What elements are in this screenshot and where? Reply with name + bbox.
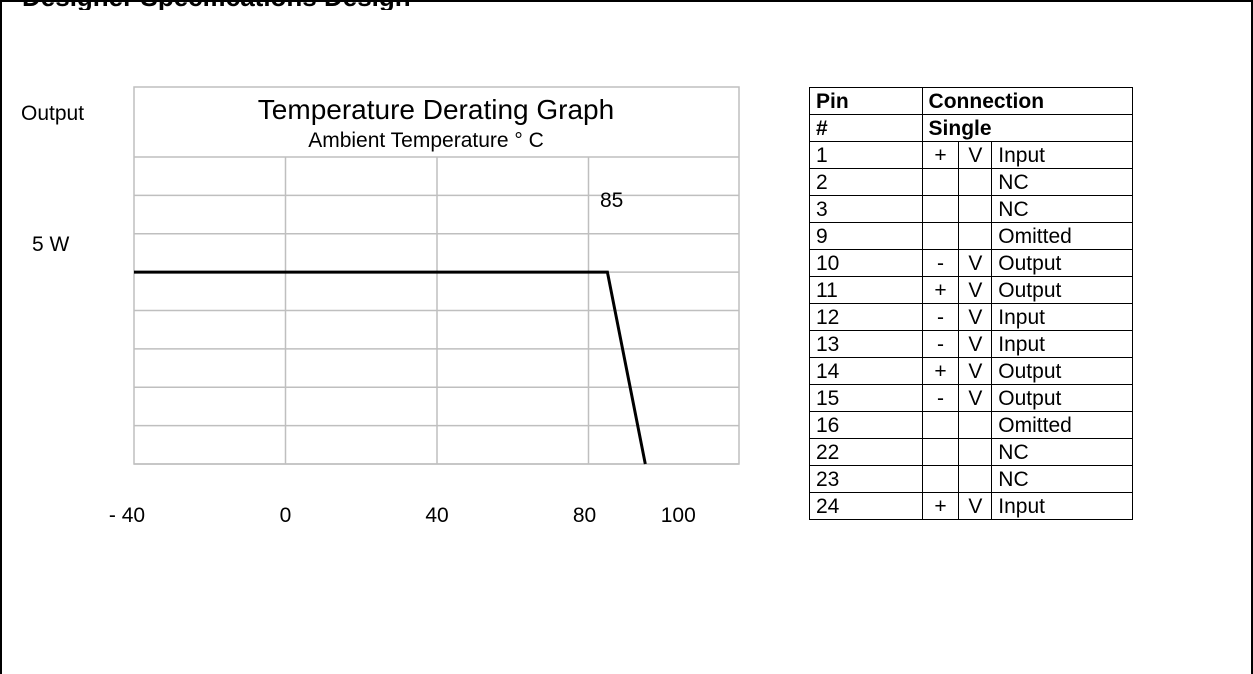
derating-chart: Temperature Derating Graph Ambient Tempe… xyxy=(21,86,740,527)
x-tick-label: 100 xyxy=(661,504,696,527)
voltage-cell xyxy=(958,222,993,250)
sign-cell: + xyxy=(921,492,960,520)
function-cell: NC xyxy=(991,168,1133,196)
function-cell: Output xyxy=(991,357,1133,385)
pin-cell: 11 xyxy=(809,276,923,304)
pin-cell: 2 xyxy=(809,168,923,196)
function-cell: Input xyxy=(991,492,1133,520)
voltage-cell: V xyxy=(958,276,993,304)
pin-cell: 23 xyxy=(809,465,923,493)
pin-cell: 1 xyxy=(809,141,923,169)
chart-subtitle: Ambient Temperature ° C xyxy=(308,129,544,152)
x-tick-label: 80 xyxy=(573,504,596,527)
table-row: 16 Omitted xyxy=(809,411,1133,439)
table-row: 11 + V Output xyxy=(809,276,1133,304)
pin-cell: 14 xyxy=(809,357,923,385)
function-cell: Input xyxy=(991,141,1133,169)
voltage-cell: V xyxy=(958,492,993,520)
pin-cell: 10 xyxy=(809,249,923,277)
sign-cell xyxy=(921,411,960,439)
cut-off-heading-text: Designer Specifications Design xyxy=(22,0,411,10)
table-row: 2 NC xyxy=(809,168,1133,196)
pin-cell: 15 xyxy=(809,384,923,412)
y-tick-label: 5 W xyxy=(32,233,70,256)
voltage-cell: V xyxy=(958,303,993,331)
voltage-cell xyxy=(958,411,993,439)
derating-line xyxy=(134,270,647,465)
chart-title: Temperature Derating Graph xyxy=(258,94,614,125)
sign-cell: + xyxy=(921,357,960,385)
table-row: 22 NC xyxy=(809,438,1133,466)
table-row: 14 + V Output xyxy=(809,357,1133,385)
pin-cell: 22 xyxy=(809,438,923,466)
function-cell: Output xyxy=(991,249,1133,277)
function-cell: Omitted xyxy=(991,411,1133,439)
cut-off-heading: Designer Specifications Design xyxy=(0,0,1253,10)
pin-cell: 13 xyxy=(809,330,923,358)
sign-cell xyxy=(921,168,960,196)
sign-cell: - xyxy=(921,330,960,358)
frame-top-border xyxy=(0,0,1253,2)
table-row: 15- V Output xyxy=(809,384,1133,412)
function-cell: Output xyxy=(991,384,1133,412)
table-subheader-row: # Single xyxy=(809,114,1134,142)
sign-cell: + xyxy=(921,141,960,169)
pin-cell: 3 xyxy=(809,195,923,223)
x-tick-labels: - 40 0 40 80 100 xyxy=(109,504,696,527)
x-tick-label: 0 xyxy=(280,504,292,527)
pin-cell: 16 xyxy=(809,411,923,439)
header-single: Single xyxy=(921,114,1134,142)
voltage-cell: V xyxy=(958,141,993,169)
voltage-cell: V xyxy=(958,330,993,358)
table-row: 24 + V Input xyxy=(809,492,1133,520)
sign-cell: - xyxy=(921,303,960,331)
table-header-row: Pin Connection xyxy=(809,87,1134,115)
table-row: 12- V Input xyxy=(809,303,1133,331)
pin-connection-table: Pin Connection # Single 1 + V Input 2 NC 3 NC 9 O… xyxy=(809,87,1134,520)
x-tick-label: - 40 xyxy=(109,504,145,527)
sign-cell: - xyxy=(921,384,960,412)
voltage-cell xyxy=(958,195,993,223)
voltage-cell: V xyxy=(958,384,993,412)
function-cell: NC xyxy=(991,438,1133,466)
table-row: 9 Omitted xyxy=(809,222,1133,250)
function-cell: Omitted xyxy=(991,222,1133,250)
table-row: 13- V Input xyxy=(809,330,1133,358)
sign-cell: - xyxy=(921,249,960,277)
function-cell: NC xyxy=(991,465,1133,493)
voltage-cell xyxy=(958,438,993,466)
table-row: 3 NC xyxy=(809,195,1133,223)
voltage-cell xyxy=(958,465,993,493)
function-cell: Output xyxy=(991,276,1133,304)
chart-series xyxy=(134,270,647,465)
table-row: 23 NC xyxy=(809,465,1133,493)
voltage-cell: V xyxy=(958,249,993,277)
sign-cell: + xyxy=(921,276,960,304)
table-row: 10- V Output xyxy=(809,249,1133,277)
pin-cell: 9 xyxy=(809,222,923,250)
header-connection: Connection xyxy=(921,87,1134,115)
sign-cell xyxy=(921,222,960,250)
pin-cell: 24 xyxy=(809,492,923,520)
derating-annotation: 85 xyxy=(600,189,623,212)
sign-cell xyxy=(921,465,960,493)
frame-left-border xyxy=(0,0,2,674)
frame-right-border xyxy=(1251,0,1253,674)
function-cell: NC xyxy=(991,195,1133,223)
function-cell: Input xyxy=(991,303,1133,331)
voltage-cell: V xyxy=(958,357,993,385)
y-axis-label: Output xyxy=(21,102,84,125)
pin-cell: 12 xyxy=(809,303,923,331)
header-number: # xyxy=(809,114,923,142)
header-pin: Pin xyxy=(809,87,923,115)
sign-cell xyxy=(921,438,960,466)
x-tick-label: 40 xyxy=(425,504,448,527)
voltage-cell xyxy=(958,168,993,196)
sign-cell xyxy=(921,195,960,223)
function-cell: Input xyxy=(991,330,1133,358)
table-row: 1 + V Input xyxy=(809,141,1133,169)
